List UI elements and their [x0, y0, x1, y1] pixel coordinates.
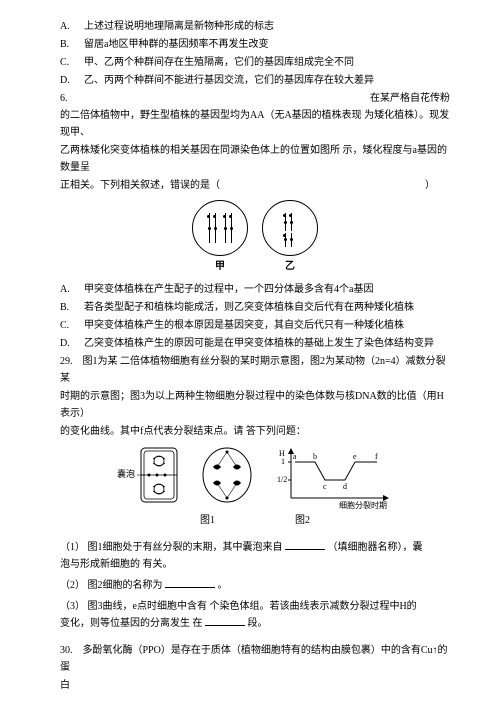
- fig1-label: 图1: [200, 512, 215, 529]
- s3b: 变化，则等位基因的分离发生 在: [60, 618, 203, 629]
- q29-figures: 囊泡: [60, 446, 450, 510]
- opt-text: 留居a地区甲种群的基因频率不再发生改变: [84, 36, 268, 53]
- chart-yhalf: 1/2: [277, 475, 287, 484]
- opt-letter: C.: [60, 317, 84, 334]
- q6-first-line: 6. 在某严格自花传粉: [60, 90, 450, 107]
- blank-1: [285, 539, 325, 550]
- cell-yi-wrap: 乙: [262, 200, 318, 275]
- fig3-chart: H 1 1/2 a b c d e f 细胞分裂时期: [273, 446, 393, 510]
- nangpao-label: 囊泡: [117, 467, 135, 482]
- q6-l1: 的二倍体植物中，野生型植株的基因型均为AA（无A基因的植株表现 为矮化植株）。现…: [60, 107, 450, 141]
- q5-opt-a: A. 上述过程说明地理隔离是新物种形成的标志: [60, 18, 450, 35]
- q30-l1: 多酚氧化酶（PPO）是存在于质体（植物细胞特有的结构由膜包裹）中的含有Cu↑的蛋: [60, 645, 448, 673]
- q29-l3: 的变化曲线。其中f点代表分裂结束点。请 答下列问题：: [60, 423, 450, 440]
- fig2-label: 图2: [295, 512, 310, 529]
- q29-num: 29.: [60, 356, 73, 367]
- opt-letter: C.: [60, 54, 84, 71]
- q6-figure: 甲 乙: [60, 200, 450, 275]
- opt-letter: B.: [60, 36, 84, 53]
- fig1-wrap: 囊泡: [117, 446, 181, 504]
- s1b: （填细胞器名称），囊: [328, 542, 423, 553]
- svg-text:f: f: [375, 452, 378, 461]
- cell-jia-wrap: 甲: [192, 200, 248, 275]
- q29-l1-text: 图1为某 二倍体植物细胞有丝分裂的某时期示意图，图2为某动物（2n=4）减数分裂…: [60, 356, 446, 384]
- opt-text: 乙、丙两个种群间不能进行基因交流，它们的基因库存在较大差异: [84, 72, 374, 89]
- svg-text:b: b: [313, 452, 317, 461]
- cell-yi: [262, 200, 318, 256]
- fig2-svg: [201, 446, 253, 504]
- s1c: 泡与形成新细胞的 有关。: [60, 556, 450, 573]
- cell-jia-label: 甲: [192, 258, 248, 275]
- opt-text: 甲、乙两个种群间存在生殖隔离，它们的基因库组成完全不同: [84, 54, 354, 71]
- q6-paren: ）: [425, 180, 435, 191]
- chart-y1: 1: [281, 457, 285, 466]
- svg-text:c: c: [323, 482, 327, 491]
- s2b: 。: [218, 580, 228, 591]
- svg-text:d: d: [343, 482, 347, 491]
- blank-2: [165, 577, 215, 588]
- opt-text: 乙突变体植株产生的原因可能是在甲突变体植株的基础上发生了染色体结构变异: [84, 335, 434, 352]
- svg-text:e: e: [353, 452, 357, 461]
- opt-text: 若各类型配子和植株均能成活，则乙突变体植株自交后代有在两种矮化植株: [84, 299, 414, 316]
- s1a: （1） 图1细胞处于有丝分裂的末期，其中囊泡来自: [60, 542, 283, 553]
- opt-letter: B.: [60, 299, 84, 316]
- q6-opt-b: B. 若各类型配子和植株均能成活，则乙突变体植株自交后代有在两种矮化植株: [60, 299, 450, 316]
- opt-letter: D.: [60, 335, 84, 352]
- q5-opt-b: B. 留居a地区甲种群的基因频率不再发生改变: [60, 36, 450, 53]
- q6-right: 在某严格自花传粉: [370, 90, 450, 107]
- q6-l3-text: 正相关。下列相关叙述，错误的是（: [60, 180, 220, 191]
- q6-l2: 乙两株矮化突变体植株的相关基因在同源染色体上的位置如图所 示，矮化程度与a基因的…: [60, 142, 450, 176]
- q5-opt-d: D. 乙、丙两个种群间不能进行基因交流，它们的基因库存在较大差异: [60, 72, 450, 89]
- q30-num: 30.: [60, 645, 73, 656]
- q29-s1: （1） 图1细胞处于有丝分裂的末期，其中囊泡来自 （填细胞器名称），囊: [60, 539, 450, 556]
- chart-xlabel: 细胞分裂时期: [339, 500, 387, 510]
- opt-text: 甲突变体植株产生的根本原因是基因突变，其自交后代只有一种矮化植株: [84, 317, 404, 334]
- svg-text:a: a: [293, 452, 297, 461]
- opt-letter: A.: [60, 281, 84, 298]
- q5-opt-c: C. 甲、乙两个种群间存在生殖隔离，它们的基因库组成完全不同: [60, 54, 450, 71]
- q30: 30. 多酚氧化酶（PPO）是存在于质体（植物细胞特有的结构由膜包裹）中的含有C…: [60, 642, 450, 676]
- q6-l3: 正相关。下列相关叙述，错误的是（ ）: [60, 177, 450, 194]
- opt-letter: A.: [60, 18, 84, 35]
- q6-opt-a: A. 甲突变体植株在产生配子的过程中，一个四分体最多含有4个a基因: [60, 281, 450, 298]
- opt-text: 甲突变体植株在产生配子的过程中，一个四分体最多含有4个a基因: [84, 281, 373, 298]
- q6-opt-d: D. 乙突变体植株产生的原因可能是在甲突变体植株的基础上发生了染色体结构变异: [60, 335, 450, 352]
- q29-l1: 29. 图1为某 二倍体植物细胞有丝分裂的某时期示意图，图2为某动物（2n=4）…: [60, 353, 450, 387]
- s3c: 段。: [248, 618, 268, 629]
- q29-l2: 时期的示意图；图3为以上两种生物细胞分裂过程中的染色体数与核DNA数的比值（用H…: [60, 388, 450, 422]
- opt-text: 上述过程说明地理隔离是新物种形成的标志: [84, 18, 274, 35]
- q29-s3: （3） 图3曲线，e点时细胞中含有 个染色体组。若该曲线表示减数分裂过程中H的: [60, 598, 450, 615]
- blank-3: [205, 615, 245, 626]
- fig-labels: 图1 图2: [60, 512, 450, 529]
- q6-num: 6.: [60, 90, 68, 107]
- s3a: （3） 图3曲线，e点时细胞中含有 个染色体组。若该曲线表示减数分裂过程中H的: [60, 601, 417, 612]
- q29-s2: （2） 图2细胞的名称为 。: [60, 577, 450, 594]
- fig1-svg: [137, 446, 181, 504]
- s2a: （2） 图2细胞的名称为: [60, 580, 163, 591]
- cell-jia: [192, 200, 248, 256]
- q29-s3b: 变化，则等位基因的分离发生 在 段。: [60, 615, 450, 632]
- opt-letter: D.: [60, 72, 84, 89]
- q6-opt-c: C. 甲突变体植株产生的根本原因是基因突变，其自交后代只有一种矮化植株: [60, 317, 450, 334]
- cell-yi-label: 乙: [262, 258, 318, 275]
- q30-l2: 白: [60, 677, 450, 694]
